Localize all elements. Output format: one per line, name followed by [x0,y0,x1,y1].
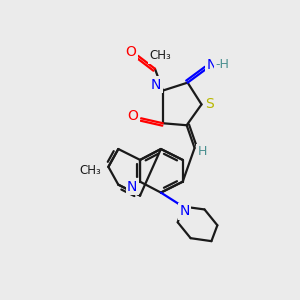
Text: N: N [151,78,161,92]
Text: -H: -H [215,58,229,71]
Text: CH₃: CH₃ [149,50,171,62]
Text: O: O [128,109,139,123]
Text: CH₃: CH₃ [80,164,101,177]
Text: N: N [179,204,190,218]
Text: S: S [205,98,214,111]
Text: H: H [198,146,207,158]
Text: O: O [126,45,136,59]
Text: N: N [127,180,137,194]
Text: N: N [206,58,217,72]
